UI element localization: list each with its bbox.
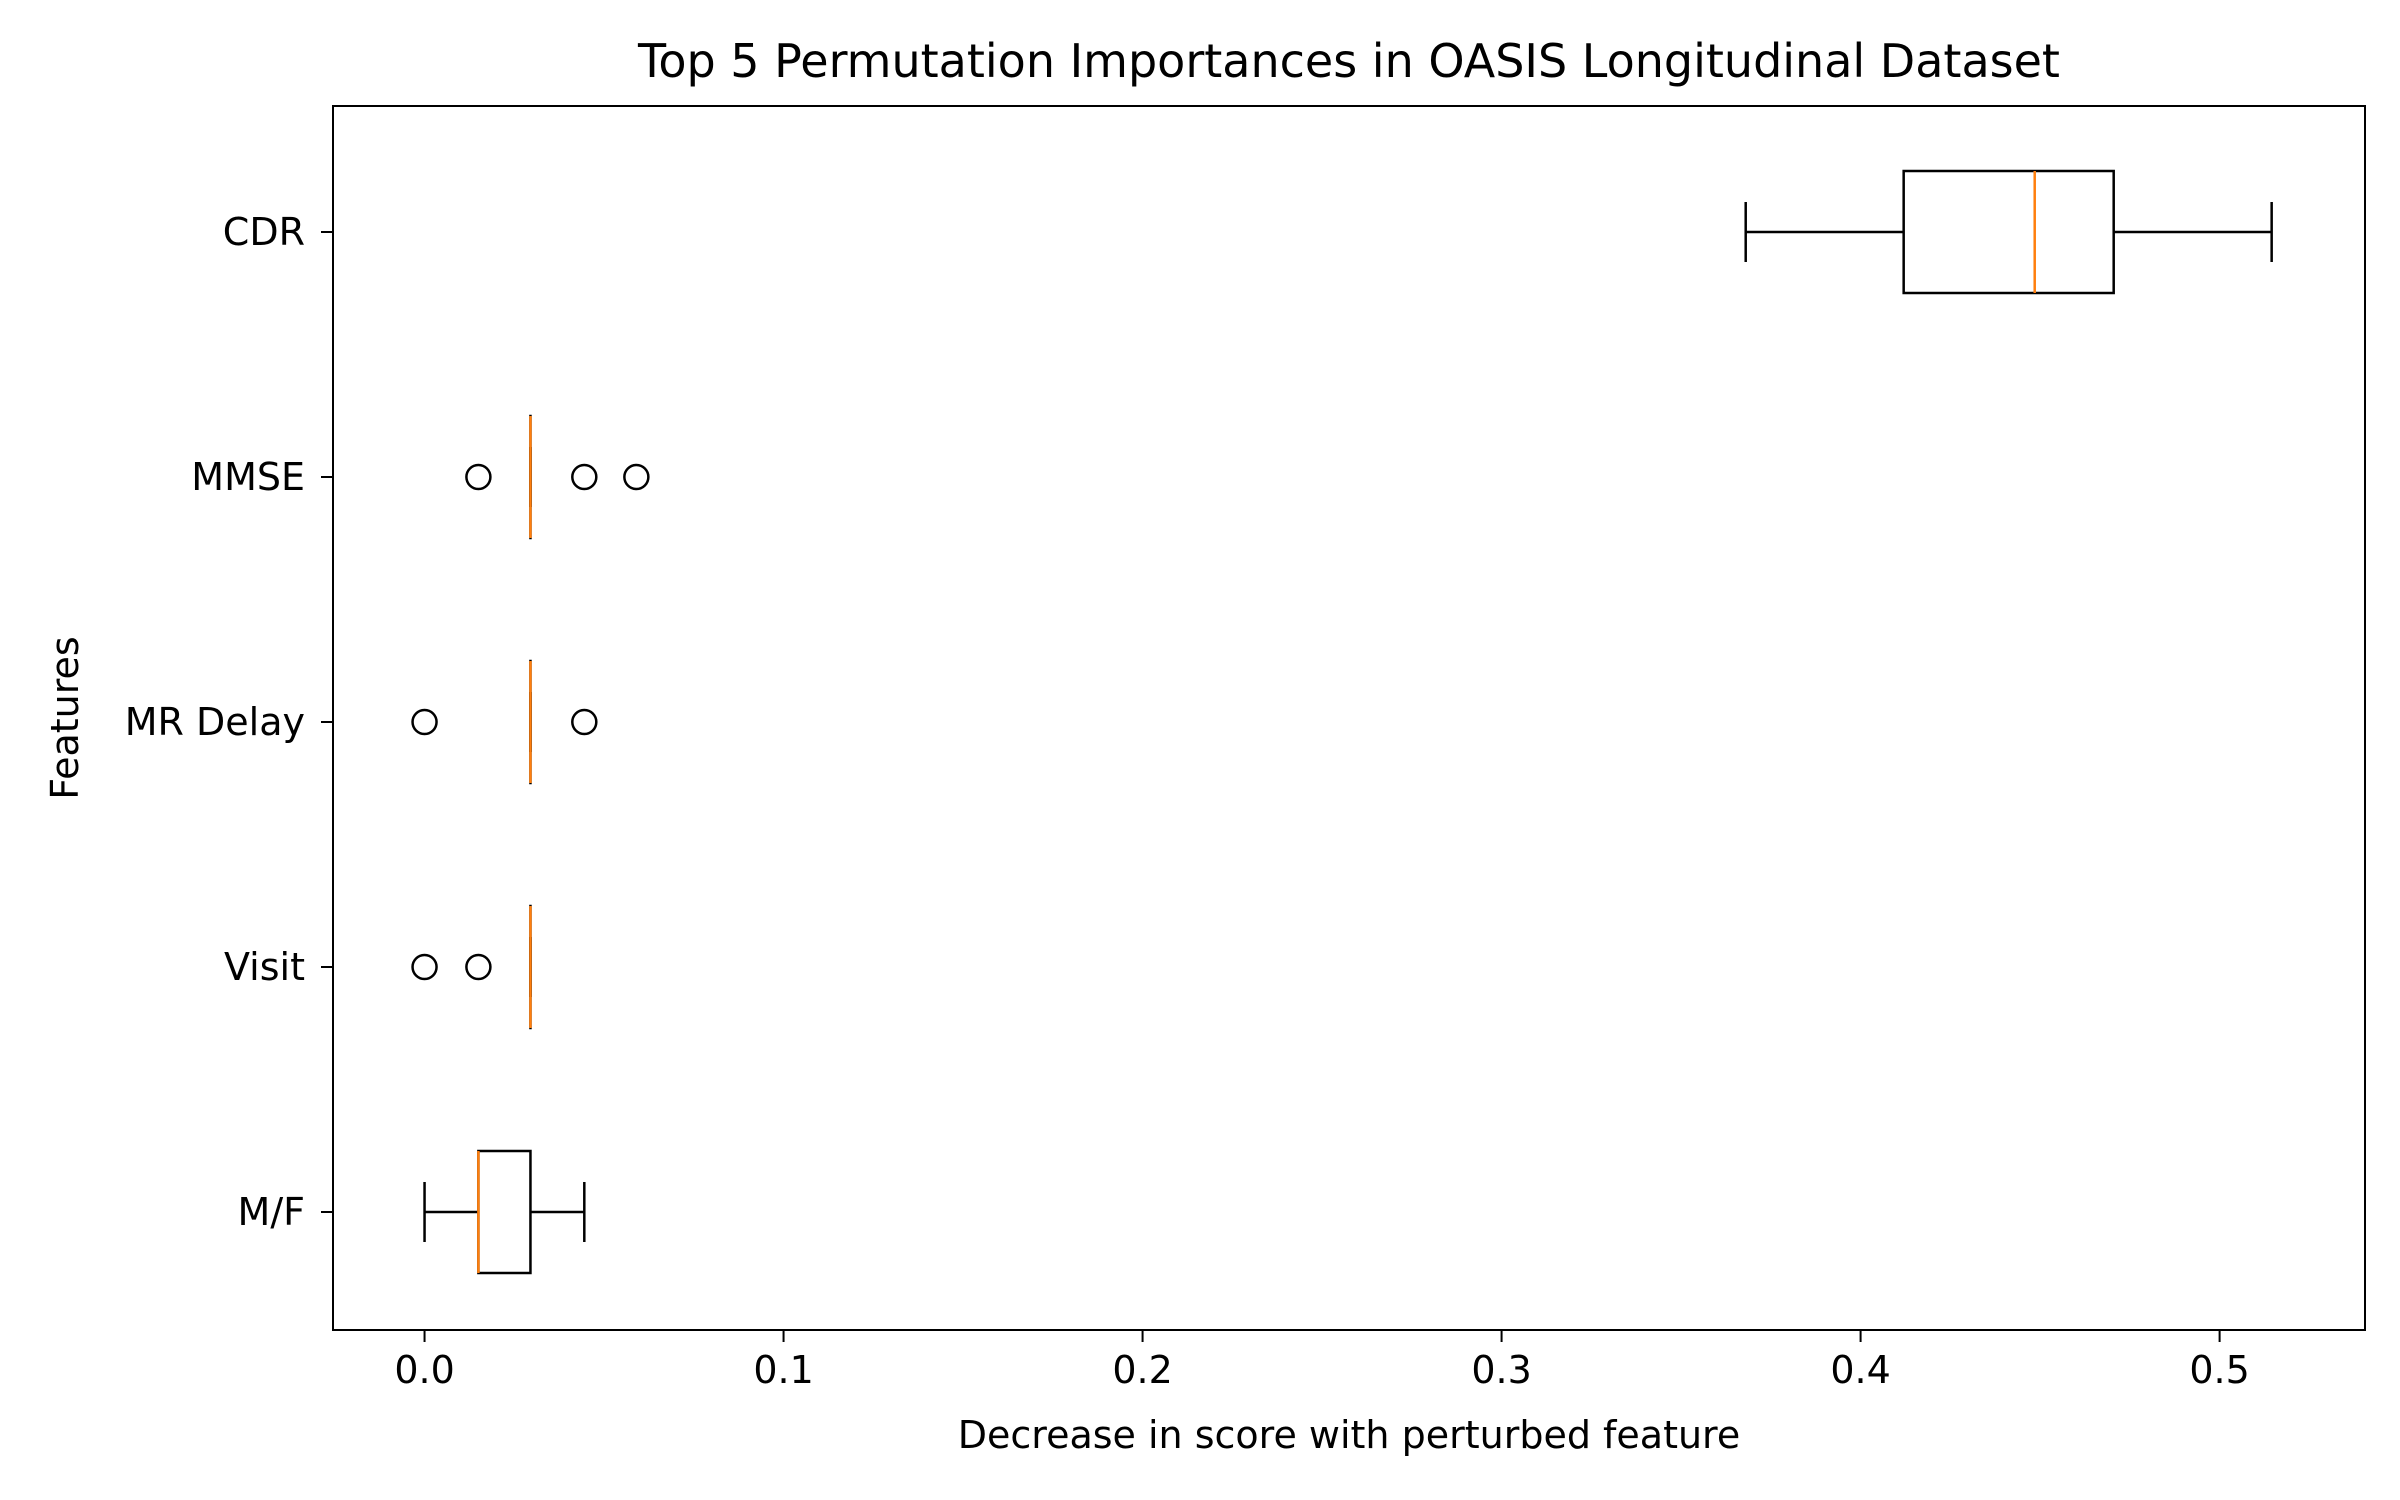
x-axis-label: Decrease in score with perturbed feature (958, 1413, 1740, 1457)
x-tick-label: 0.5 (2189, 1348, 2249, 1392)
box-mmse (465, 414, 650, 540)
box-mr-delay (411, 659, 598, 785)
outlier-point (465, 953, 492, 981)
box-m-f (423, 1149, 586, 1275)
outlier-point (411, 708, 438, 736)
plot-area (411, 169, 2273, 1275)
y-axis-label: Features (43, 636, 87, 799)
outlier-point (571, 463, 598, 491)
outlier-point (623, 463, 650, 491)
y-tick-label-visit: Visit (224, 945, 305, 989)
x-tick-label: 0.1 (753, 1348, 813, 1392)
x-axis: 0.0 0.1 0.2 0.3 0.4 0.5 (394, 1330, 2250, 1392)
outlier-point (465, 463, 492, 491)
x-tick-label: 0.2 (1112, 1348, 1172, 1392)
x-tick-label: 0.4 (1830, 1348, 1890, 1392)
y-tick-label-mmse: MMSE (191, 455, 305, 499)
y-tick-label-cdr: CDR (223, 210, 305, 254)
x-tick-label: 0.3 (1471, 1348, 1531, 1392)
chart-title: Top 5 Permutation Importances in OASIS L… (637, 34, 2060, 88)
y-tick-label-m-f: M/F (238, 1190, 305, 1234)
plot-frame (332, 105, 2366, 1331)
outlier-point (411, 953, 438, 981)
y-axis: CDR MMSE MR Delay Visit M/F (125, 210, 333, 1234)
box-visit (411, 904, 532, 1030)
x-tick-label: 0.0 (394, 1348, 454, 1392)
outlier-point (571, 708, 598, 736)
box-cdr (1744, 169, 2273, 295)
y-tick-label-mr-delay: MR Delay (125, 700, 305, 744)
iqr-box (1902, 169, 2115, 295)
